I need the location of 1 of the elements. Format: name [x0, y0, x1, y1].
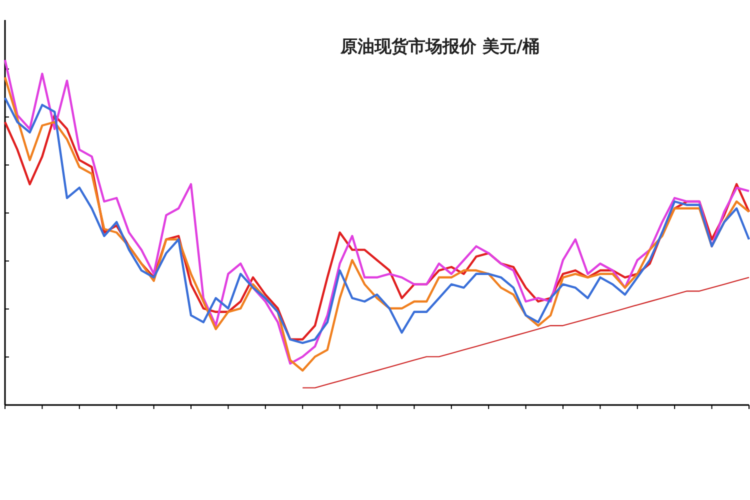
chart-title: 原油现货市场报价 美元/桶	[339, 37, 540, 57]
